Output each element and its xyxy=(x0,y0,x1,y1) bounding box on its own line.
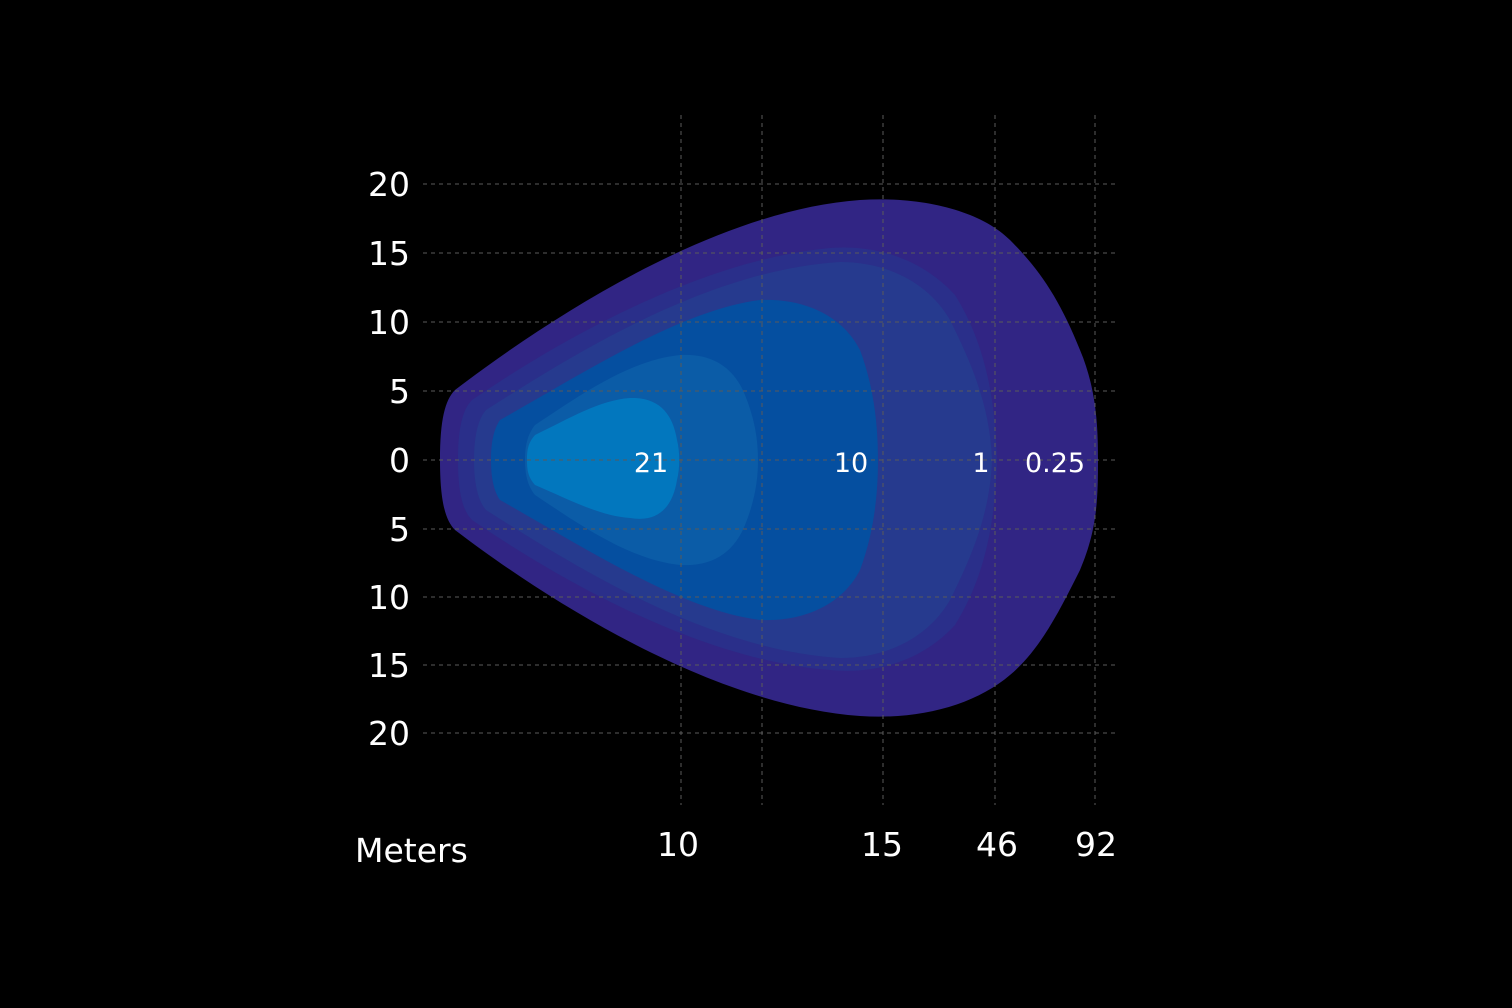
illumination-zone-6 xyxy=(527,397,680,519)
y-tick-label: 5 xyxy=(389,372,410,411)
y-tick-label: 20 xyxy=(368,714,410,753)
zone-label-1: 0.25 xyxy=(1025,448,1085,479)
y-tick-label: 20 xyxy=(368,165,410,204)
y-tick-label: 10 xyxy=(368,578,410,617)
zone-labels: 0.25 1 10 21 xyxy=(634,448,1085,479)
zones-layer xyxy=(440,199,1098,717)
x-tick-label: 10 xyxy=(657,825,699,864)
x-axis-labels: 10 15 46 92 xyxy=(657,825,1117,864)
zone-label-4: 10 xyxy=(834,448,868,479)
zone-label-6: 21 xyxy=(634,448,668,479)
x-tick-label: 46 xyxy=(976,825,1018,864)
y-tick-label: 0 xyxy=(389,441,410,480)
y-tick-label: 15 xyxy=(368,646,410,685)
x-tick-label: 15 xyxy=(861,825,903,864)
x-tick-label: 92 xyxy=(1075,825,1117,864)
zone-label-3: 1 xyxy=(972,448,989,479)
grid-layer xyxy=(423,115,1118,805)
y-tick-label: 15 xyxy=(368,234,410,273)
y-tick-label: 5 xyxy=(389,510,410,549)
y-axis-labels: 20 15 10 5 0 5 10 15 20 xyxy=(368,165,410,753)
y-tick-label: 10 xyxy=(368,303,410,342)
x-axis-title: Meters xyxy=(355,831,468,870)
